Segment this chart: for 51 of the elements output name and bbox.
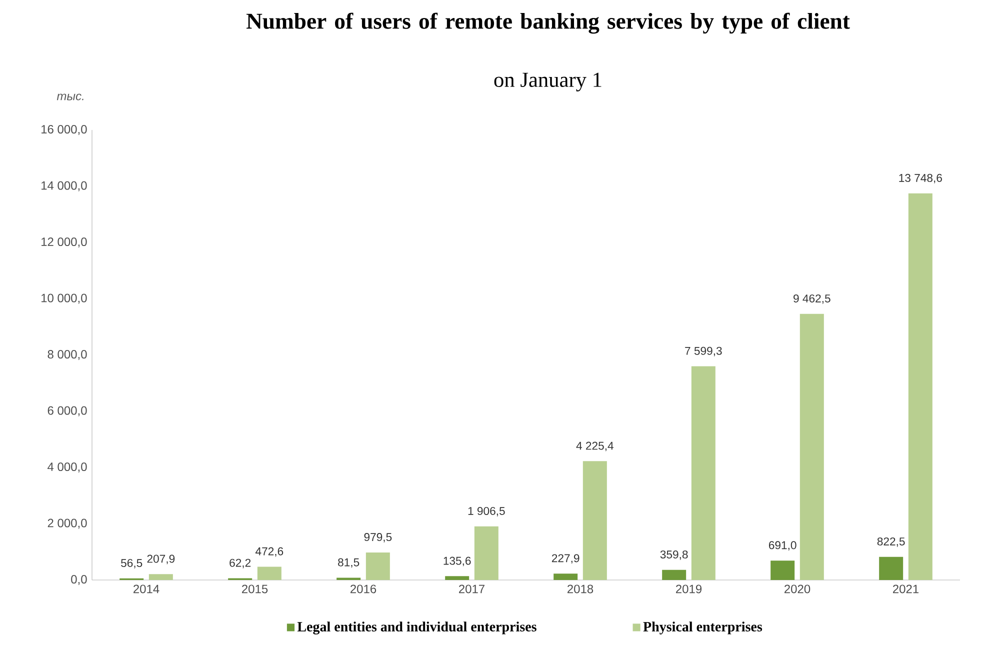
bar: [770, 560, 795, 580]
data-label: 207,9: [147, 554, 175, 564]
data-label: 81,5: [338, 558, 360, 568]
y-tick-label: 2 000,0: [48, 518, 87, 529]
bar: [662, 570, 686, 580]
y-tick-label: 16 000,0: [42, 125, 87, 135]
bar: [366, 552, 390, 580]
y-tick-label: 6 000,0: [48, 406, 87, 416]
chart-title: Number of users of remote banking services by type of client: [246, 12, 850, 34]
x-tick-label: 2015: [242, 584, 268, 594]
legend-label: Physical enterprises: [643, 622, 762, 634]
y-tick-label: 10 000,0: [42, 294, 87, 304]
data-label: 62,2: [230, 558, 251, 568]
data-label: 822,5: [877, 537, 905, 547]
bar: [879, 556, 904, 580]
y-tick-label: 12 000,0: [42, 238, 87, 248]
data-label: 7 599,3: [685, 346, 722, 356]
data-label: 13 748,6: [899, 174, 942, 184]
data-label: 227,9: [552, 554, 580, 564]
bar: [691, 366, 716, 580]
x-tick-label: 2019: [676, 584, 702, 594]
x-tick-label: 2017: [459, 584, 484, 594]
x-tick-label: 2021: [893, 584, 918, 594]
legend-label: Legal entities and individual enterprises: [297, 622, 536, 634]
data-label: 472,6: [255, 547, 284, 557]
bar: [582, 461, 607, 580]
y-tick-label: 8 000,0: [48, 350, 87, 360]
data-label: 4 225,4: [576, 442, 614, 452]
bar: [800, 314, 824, 580]
x-tick-label: 2016: [350, 584, 376, 594]
data-label: 691,0: [768, 541, 796, 551]
y-tick-label: 0,0: [71, 575, 87, 585]
bar: [474, 526, 498, 580]
bar: [148, 574, 173, 580]
x-tick-label: 2018: [568, 584, 594, 594]
bar: [445, 576, 470, 580]
x-tick-label: 2020: [784, 584, 810, 594]
bar: [257, 566, 282, 580]
y-axis-title: тыс.: [56, 94, 84, 100]
bar: [554, 574, 578, 580]
data-label: 979,5: [364, 533, 392, 542]
data-label: 9 462,5: [794, 294, 830, 304]
data-label: 359,8: [660, 550, 688, 560]
y-tick-label: 14 000,0: [42, 181, 87, 192]
x-tick-label: 2014: [134, 584, 160, 594]
data-label: 1 906,5: [468, 506, 505, 516]
y-tick-label: 4 000,0: [48, 462, 87, 472]
data-label: 56,5: [121, 559, 142, 568]
chart-subtitle: on January 1: [494, 72, 602, 92]
bar: [908, 193, 932, 580]
data-label: 135,6: [444, 556, 471, 566]
